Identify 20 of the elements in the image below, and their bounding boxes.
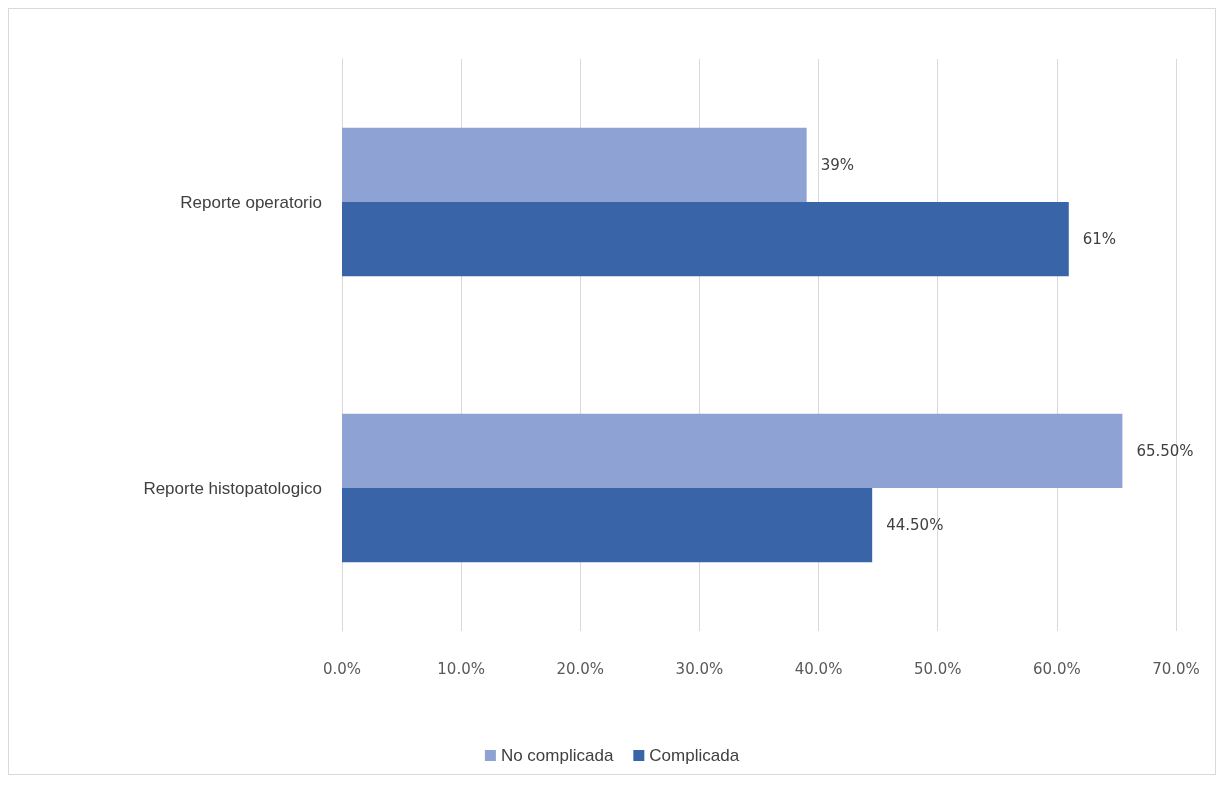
data-label: 39% — [820, 155, 854, 174]
x-tick-label: 70.0% — [1152, 659, 1200, 678]
x-tick-label: 30.0% — [675, 659, 724, 678]
x-tick-label: 20.0% — [556, 659, 605, 678]
y-tick-label: Reporte histopatologico — [143, 478, 322, 498]
x-tick-label: 0.0% — [322, 659, 362, 678]
x-tick-label: 50.0% — [913, 659, 962, 678]
x-tick-label: 40.0% — [794, 659, 843, 678]
data-label: 61% — [1082, 230, 1117, 249]
y-tick-label: Reporte operatorio — [180, 192, 322, 212]
x-tick-label: 10.0% — [437, 659, 485, 678]
legend-label: Complicada — [649, 746, 740, 765]
bar — [342, 488, 873, 563]
x-tick-label: 60.0% — [1033, 659, 1081, 678]
bar — [342, 202, 1069, 277]
bar — [342, 413, 1123, 488]
bar — [342, 127, 807, 202]
data-label: 65.50% — [1136, 441, 1194, 460]
legend-label: No complicada — [500, 746, 614, 765]
data-label: 44.50% — [886, 516, 944, 535]
